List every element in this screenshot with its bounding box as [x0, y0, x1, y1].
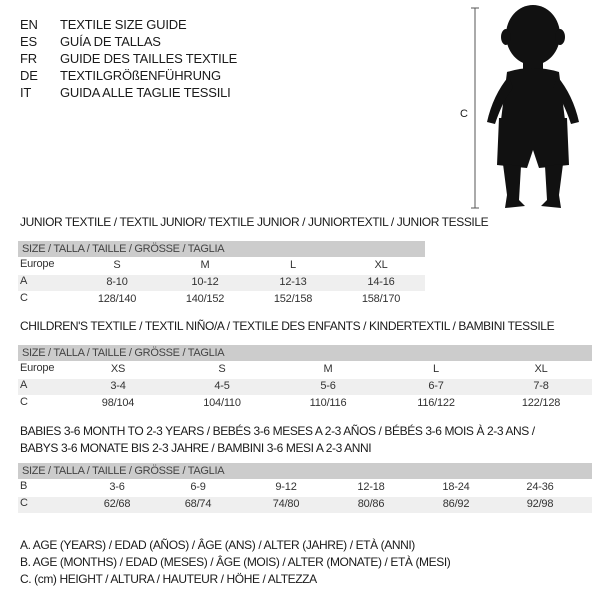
table-title: JUNIOR TEXTILE / TEXTIL JUNIOR/ TEXTILE … [20, 215, 489, 229]
table-cell: 10-12 [191, 276, 219, 288]
row-shade [18, 497, 592, 513]
table-cell: 24-36 [526, 481, 554, 493]
table-cell: 12-18 [357, 481, 385, 493]
size-header-bar: SIZE / TALLA / TAILLE / GRÖSSE / TAGLIA [18, 241, 425, 257]
language-code: DE [20, 68, 38, 83]
language-title: TEXTILE SIZE GUIDE [60, 17, 187, 32]
table-cell: 98/104 [101, 397, 135, 409]
child-silhouette-icon [471, 5, 579, 209]
table-cell: 18-24 [442, 481, 470, 493]
table-cell: 86/92 [442, 498, 470, 510]
table-cell: 3-6 [109, 481, 125, 493]
row-shade [18, 379, 592, 395]
row-label: A [20, 275, 28, 287]
table-cell: 80/86 [357, 498, 385, 510]
table-cell: 68/74 [184, 498, 212, 510]
table-cell: 12-13 [279, 276, 307, 288]
table-title: BABIES 3-6 MONTH TO 2-3 YEARS / BEBÉS 3-… [20, 424, 535, 438]
row-shade [18, 275, 425, 291]
table-cell: 7-8 [533, 380, 549, 392]
table-cell: XL [374, 259, 388, 271]
table-cell: 128/140 [97, 293, 137, 305]
legend-item: C. (cm) HEIGHT / ALTURA / HAUTEUR / HÖHE… [20, 572, 317, 586]
table-cell: 104/110 [203, 397, 241, 409]
legend-item: A. AGE (YEARS) / EDAD (AÑOS) / ÂGE (ANS)… [20, 538, 415, 552]
table-cell: 110/116 [309, 397, 347, 409]
row-label: A [20, 379, 28, 391]
table-cell: XS [110, 363, 126, 375]
row-label: B [20, 480, 28, 492]
legend-item: B. AGE (MONTHS) / EDAD (MESES) / ÂGE (MO… [20, 555, 451, 569]
table-cell: 158/170 [361, 293, 401, 305]
table-cell: 140/152 [185, 293, 225, 305]
table-cell: 152/158 [273, 293, 313, 305]
table-cell: 62/68 [103, 498, 131, 510]
table-cell: XL [534, 363, 548, 375]
language-code: FR [20, 51, 37, 66]
table-cell: 3-4 [110, 380, 126, 392]
language-title: TEXTILGRÖßENFÜHRUNG [60, 68, 221, 83]
language-code: ES [20, 34, 37, 49]
table-cell: M [323, 363, 333, 375]
language-code: IT [20, 85, 32, 100]
table-cell: 8-10 [106, 276, 128, 288]
table-cell: 5-6 [320, 380, 336, 392]
row-label: Europe [20, 258, 55, 270]
table-cell: S [218, 363, 226, 375]
table-cell: 92/98 [526, 498, 554, 510]
table-cell: L [433, 363, 439, 375]
size-header-bar: SIZE / TALLA / TAILLE / GRÖSSE / TAGLIA [18, 345, 592, 361]
height-label: C [460, 108, 468, 120]
table-cell: 14-16 [367, 276, 395, 288]
table-title: CHILDREN'S TEXTILE / TEXTIL NIÑO/A / TEX… [20, 319, 555, 333]
table-cell: M [200, 259, 210, 271]
table-cell: 6-9 [190, 481, 206, 493]
language-title: GUÍA DE TALLAS [60, 34, 161, 49]
table-cell: 116/122 [417, 397, 455, 409]
table-cell: 74/80 [272, 498, 300, 510]
language-code: EN [20, 17, 38, 32]
row-label: C [20, 396, 28, 408]
row-label: C [20, 292, 28, 304]
language-title: GUIDA ALLE TAGLIE TESSILI [60, 85, 231, 100]
table-cell: S [113, 259, 121, 271]
table-cell: L [290, 259, 296, 271]
table-cell: 122/128 [521, 397, 561, 409]
size-header-bar: SIZE / TALLA / TAILLE / GRÖSSE / TAGLIA [18, 463, 592, 479]
row-label: Europe [20, 362, 55, 374]
language-title: GUIDE DES TAILLES TEXTILE [60, 51, 238, 66]
table-cell: 4-5 [214, 380, 230, 392]
row-label: C [20, 497, 28, 509]
table-cell: 9-12 [275, 481, 297, 493]
table-title: BABYS 3-6 MONATE BIS 2-3 JAHRE / BAMBINI… [20, 441, 372, 455]
table-cell: 6-7 [428, 380, 444, 392]
